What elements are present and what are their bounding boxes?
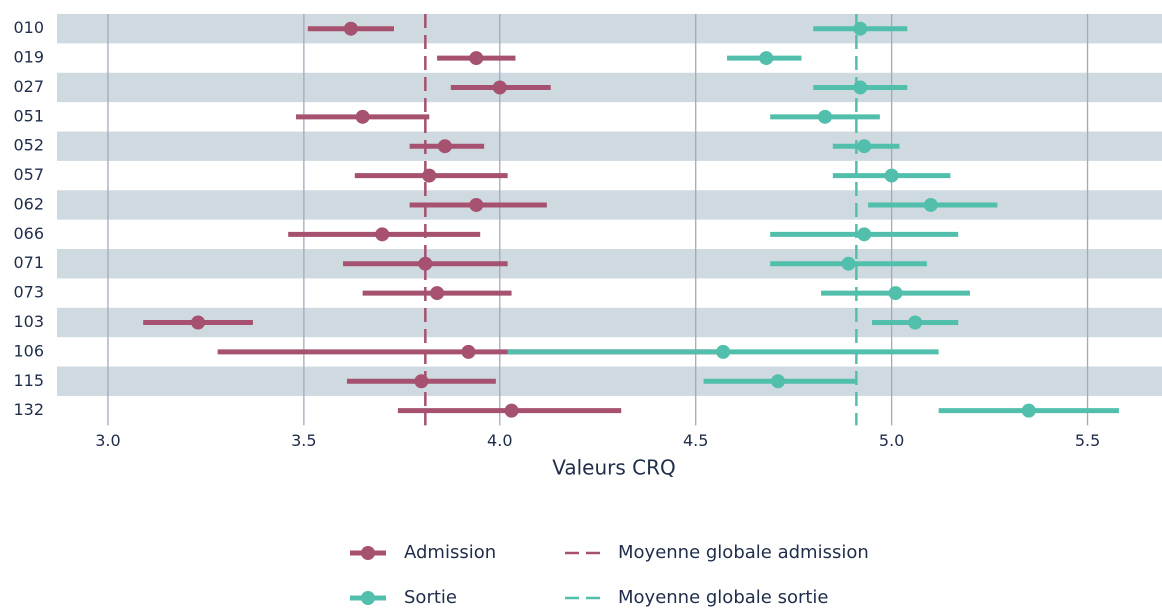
point: [1021, 403, 1036, 418]
x-axis-label: Valeurs CRQ: [552, 456, 676, 480]
y-tick-label: 115: [13, 371, 44, 390]
point: [422, 168, 437, 183]
y-tick-label: 073: [13, 283, 44, 302]
point: [430, 286, 445, 301]
point: [716, 344, 731, 359]
point: [857, 139, 872, 154]
legend-label: Moyenne globale sortie: [618, 587, 829, 608]
point: [418, 256, 433, 271]
x-tick-label: 4.5: [683, 431, 708, 450]
legend-label: Admission: [404, 542, 496, 563]
row-stripe: [57, 366, 1162, 396]
y-tick-label: 027: [13, 77, 44, 96]
y-tick-label: 062: [13, 194, 44, 213]
point: [469, 51, 484, 66]
x-tick-label: 5.0: [879, 431, 904, 450]
point: [857, 227, 872, 242]
x-tick-label: 3.5: [291, 431, 316, 450]
x-tick-label: 5.5: [1075, 431, 1100, 450]
legend-swatch: [361, 546, 375, 560]
y-tick-label: 132: [13, 400, 44, 419]
row-stripe: [57, 72, 1162, 103]
x-tick-label: 4.0: [487, 431, 512, 450]
point: [853, 80, 868, 95]
x-tick-label: 3.0: [95, 431, 120, 450]
y-tick-label: 106: [13, 341, 44, 360]
point: [343, 21, 358, 36]
point: [414, 374, 429, 389]
y-tick-label: 010: [13, 18, 44, 37]
y-tick-label: 051: [13, 106, 44, 125]
point: [759, 51, 774, 66]
y-tick-label: 071: [13, 253, 44, 272]
point: [461, 344, 476, 359]
point: [841, 256, 856, 271]
point: [923, 197, 938, 212]
y-tick-label: 066: [13, 224, 44, 243]
row-stripe: [57, 131, 1162, 161]
point: [888, 286, 903, 301]
point: [908, 315, 923, 330]
point: [504, 403, 519, 418]
point: [818, 109, 833, 124]
y-tick-label: 057: [13, 165, 44, 184]
legend-label: Moyenne globale admission: [618, 542, 869, 563]
point: [770, 374, 785, 389]
point: [437, 139, 452, 154]
y-tick-label: 052: [13, 136, 44, 155]
point: [884, 168, 899, 183]
row-stripe: [57, 14, 1162, 44]
legend-swatch: [361, 591, 375, 605]
row-stripe: [57, 249, 1162, 279]
point: [469, 197, 484, 212]
point: [853, 21, 868, 36]
y-tick-label: 019: [13, 48, 44, 67]
point: [355, 109, 370, 124]
legend-label: Sortie: [404, 587, 457, 608]
y-tick-label: 103: [13, 312, 44, 331]
point: [191, 315, 206, 330]
point: [375, 227, 390, 242]
point: [492, 80, 507, 95]
